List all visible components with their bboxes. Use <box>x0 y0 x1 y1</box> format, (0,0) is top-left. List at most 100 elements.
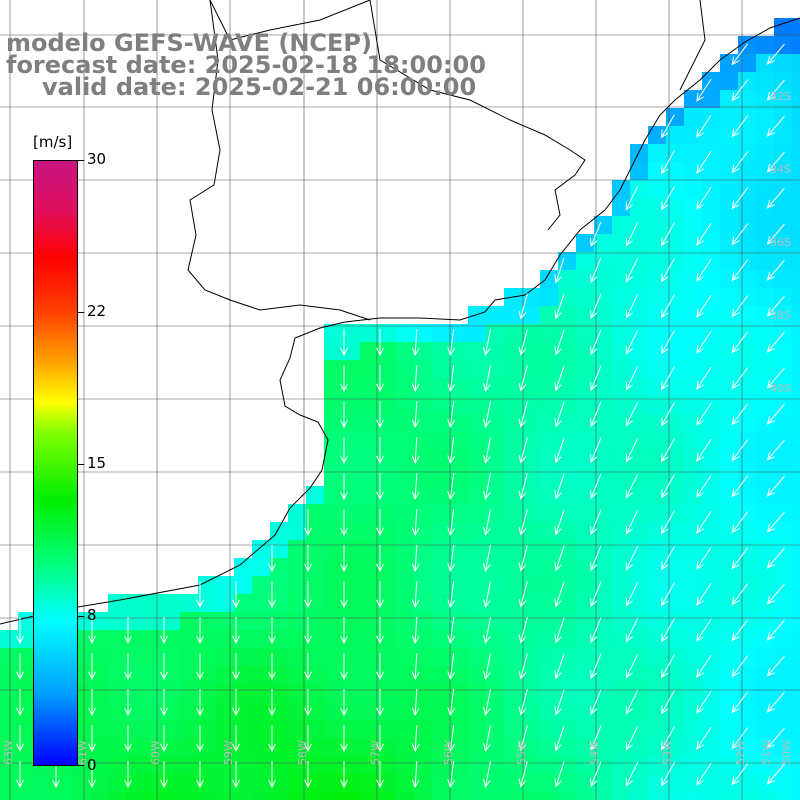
field-cell <box>720 684 739 703</box>
field-cell <box>234 702 253 721</box>
field-cell <box>702 522 721 541</box>
field-cell <box>558 450 577 469</box>
field-cell <box>630 270 649 289</box>
field-cell <box>414 558 433 577</box>
border-path <box>369 0 586 231</box>
field-cell <box>198 666 217 685</box>
field-cell <box>450 720 469 739</box>
wind-arrow <box>340 653 348 681</box>
field-cell <box>360 360 379 379</box>
border-path <box>187 0 371 321</box>
wind-arrow <box>766 331 785 353</box>
field-cell <box>720 792 739 800</box>
wind-arrow <box>590 545 602 572</box>
wind-arrow <box>731 295 749 318</box>
wind-arrow <box>731 547 749 570</box>
field-cell <box>270 720 289 739</box>
field-cell <box>684 684 703 703</box>
field-cell <box>234 738 253 757</box>
border-path <box>209 0 371 41</box>
field-cell <box>630 306 649 325</box>
wind-arrow <box>625 438 639 463</box>
field-cell <box>612 396 631 415</box>
field-cell <box>468 774 487 793</box>
field-cell <box>756 414 775 433</box>
field-cell <box>630 486 649 505</box>
field-cell <box>414 504 433 523</box>
field-cell <box>738 594 757 613</box>
wind-arrow <box>661 330 675 355</box>
wind-arrow <box>625 582 639 607</box>
field-cell <box>18 720 37 739</box>
field-cell <box>216 648 235 667</box>
field-cell <box>486 594 505 613</box>
field-cell <box>252 630 271 649</box>
field-cell <box>396 558 415 577</box>
wind-arrow <box>625 258 639 283</box>
field-cell <box>558 360 577 379</box>
field-cell <box>594 756 613 775</box>
field-cell <box>756 522 775 541</box>
field-cell <box>720 756 739 775</box>
wind-arrow <box>268 725 276 753</box>
field-cell <box>648 432 667 451</box>
field-cell <box>0 792 19 800</box>
field-cell <box>594 234 613 253</box>
wind-arrow <box>696 618 712 642</box>
border-path <box>679 0 706 91</box>
field-cell <box>756 126 775 145</box>
field-cell <box>252 792 271 800</box>
field-cell <box>162 756 181 775</box>
field-cell <box>486 774 505 793</box>
field-cell <box>432 540 451 559</box>
field-cell <box>756 270 775 289</box>
colorbar-unit: [m/s] <box>33 133 73 151</box>
field-cell <box>792 108 800 127</box>
field-cell <box>702 774 721 793</box>
field-cell <box>756 540 775 559</box>
field-cell <box>288 666 307 685</box>
field-cell <box>720 90 739 109</box>
field-cell <box>324 414 343 433</box>
field-cell <box>180 648 199 667</box>
field-cell <box>486 576 505 595</box>
wind-arrow <box>731 403 749 426</box>
field-cell <box>288 612 307 631</box>
field-cell <box>126 792 145 800</box>
field-cell <box>576 774 595 793</box>
longitude-label: 59W <box>222 740 235 765</box>
field-cell <box>324 522 343 541</box>
field-cell <box>342 432 361 451</box>
field-cell <box>486 342 505 361</box>
field-cell <box>432 684 451 703</box>
field-cell <box>180 720 199 739</box>
field-cell <box>792 360 800 379</box>
field-cell <box>486 720 505 739</box>
wind-arrow <box>340 689 348 717</box>
field-cell <box>720 576 739 595</box>
field-cell <box>360 450 379 469</box>
field-cell <box>144 666 163 685</box>
field-cell <box>720 324 739 343</box>
field-cell <box>756 342 775 361</box>
field-cell <box>306 720 325 739</box>
field-cell <box>450 630 469 649</box>
field-cell <box>396 486 415 505</box>
field-cell <box>666 198 685 217</box>
wind-arrow <box>696 546 712 570</box>
field-cell <box>468 360 487 379</box>
field-cell <box>594 396 613 415</box>
field-cell <box>504 540 523 559</box>
field-cell <box>360 612 379 631</box>
field-cell <box>468 630 487 649</box>
field-cell <box>414 378 433 397</box>
field-cell <box>90 792 109 800</box>
field-cell <box>774 54 793 73</box>
field-cell <box>468 576 487 595</box>
field-cell <box>432 630 451 649</box>
longitude-label: 63W <box>2 740 15 765</box>
wind-arrow <box>447 473 456 501</box>
field-cell <box>414 432 433 451</box>
field-cell <box>108 684 127 703</box>
field-cell <box>702 378 721 397</box>
